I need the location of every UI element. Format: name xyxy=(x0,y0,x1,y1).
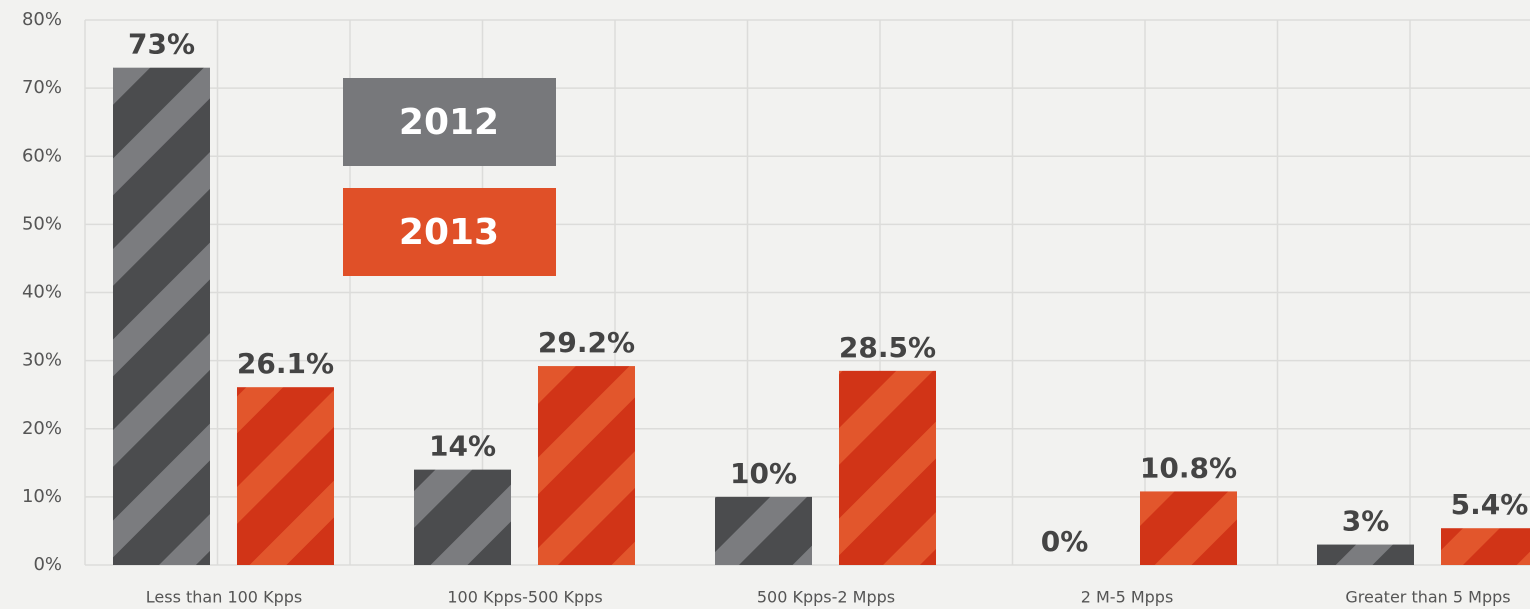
data-label: 29.2% xyxy=(538,326,635,359)
bar xyxy=(538,366,635,565)
y-tick-label: 10% xyxy=(22,486,62,507)
data-label: 73% xyxy=(128,28,195,61)
data-label: 0% xyxy=(1041,525,1089,558)
bar xyxy=(113,67,210,565)
x-tick-label: Greater than 5 Mpps xyxy=(1345,588,1510,607)
x-tick-label: 100 Kpps-500 Kpps xyxy=(447,588,602,607)
legend-label: 2012 xyxy=(399,102,499,143)
legend-label: 2013 xyxy=(399,212,499,253)
bar xyxy=(1441,528,1530,565)
data-label: 26.1% xyxy=(237,347,334,380)
x-tick-label: 500 Kpps-2 Mpps xyxy=(757,588,895,607)
bar xyxy=(839,370,936,565)
y-tick-label: 0% xyxy=(33,554,62,575)
y-tick-label: 70% xyxy=(22,77,62,98)
y-tick-label: 40% xyxy=(22,282,62,303)
data-label: 3% xyxy=(1342,505,1390,538)
bar xyxy=(1317,544,1414,565)
bar xyxy=(414,469,511,565)
data-label: 10% xyxy=(730,457,797,490)
legend-swatch xyxy=(343,78,556,166)
data-label: 5.4% xyxy=(1451,488,1529,521)
data-label: 10.8% xyxy=(1140,451,1237,484)
y-tick-label: 80% xyxy=(22,9,62,30)
legend-swatch xyxy=(343,188,556,276)
data-label: 14% xyxy=(429,430,496,463)
bar xyxy=(715,496,812,565)
data-label: 28.5% xyxy=(839,331,936,364)
y-tick-label: 30% xyxy=(22,350,62,371)
y-tick-label: 60% xyxy=(22,145,62,166)
y-tick-label: 50% xyxy=(22,213,62,234)
bar xyxy=(237,387,334,565)
y-tick-label: 20% xyxy=(22,418,62,439)
x-tick-label: Less than 100 Kpps xyxy=(146,588,302,607)
bar xyxy=(1140,491,1237,565)
x-tick-label: 2 M-5 Mpps xyxy=(1081,588,1174,607)
